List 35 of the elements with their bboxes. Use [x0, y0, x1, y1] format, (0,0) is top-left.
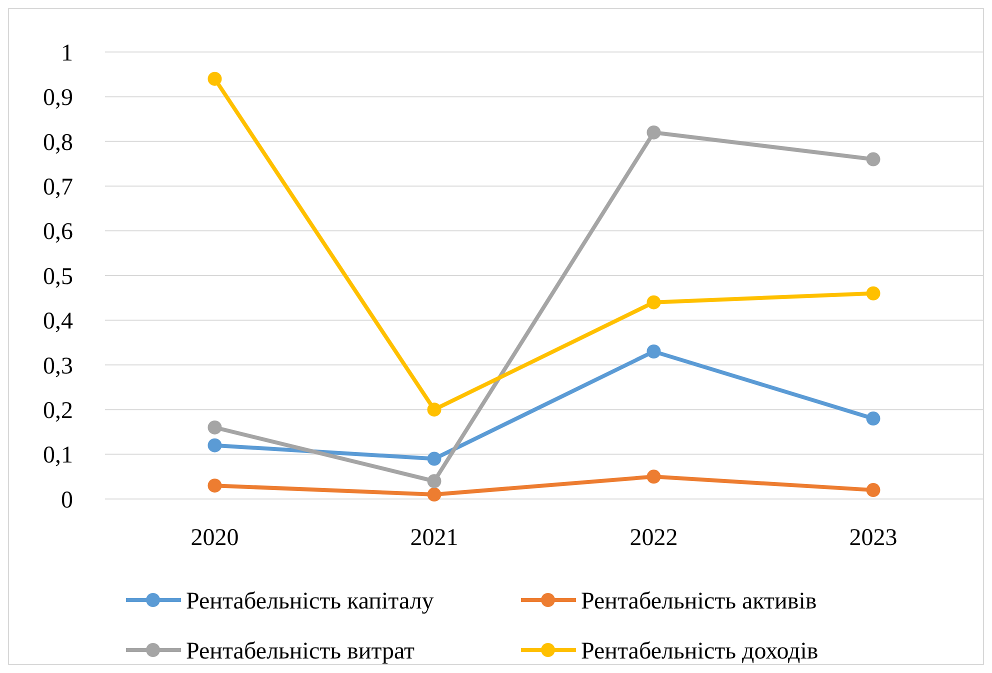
point [208, 420, 222, 434]
y-tick-label: 0,1 [43, 442, 73, 469]
point [866, 286, 880, 300]
point [208, 72, 222, 86]
y-tick-label: 0,8 [43, 130, 73, 156]
y-tick-label: 0 [61, 487, 73, 514]
y-tick-label: 0,4 [43, 308, 73, 335]
point [646, 470, 661, 484]
point [646, 295, 661, 310]
legend-label: Рентабельність капіталу [186, 588, 434, 614]
point [646, 125, 661, 140]
point [208, 478, 222, 493]
x-tick-label: 2023 [849, 525, 898, 551]
y-tick-label: 0,9 [43, 85, 73, 112]
point [646, 344, 661, 358]
point [208, 438, 222, 452]
y-tick-label: 0,5 [43, 264, 73, 290]
legend-label: Рентабельність активів [581, 588, 817, 614]
point [866, 483, 880, 498]
point [427, 402, 442, 417]
y-tick-label: 0,3 [43, 353, 73, 380]
point [427, 452, 442, 466]
legend-label: Рентабельність витрат [186, 638, 416, 664]
x-tick-label: 2020 [190, 525, 239, 551]
point [866, 152, 880, 166]
y-tick-label: 1 [61, 40, 73, 66]
point [427, 474, 442, 488]
legend-label: Рентабельність доходів [581, 638, 818, 664]
point [427, 488, 442, 502]
y-tick-label: 0,7 [43, 174, 73, 200]
x-tick-label: 2022 [630, 525, 678, 551]
point [866, 412, 880, 426]
x-tick-label: 2021 [410, 525, 458, 551]
y-tick-label: 0,2 [43, 398, 73, 424]
y-tick-label: 0,6 [43, 219, 73, 246]
